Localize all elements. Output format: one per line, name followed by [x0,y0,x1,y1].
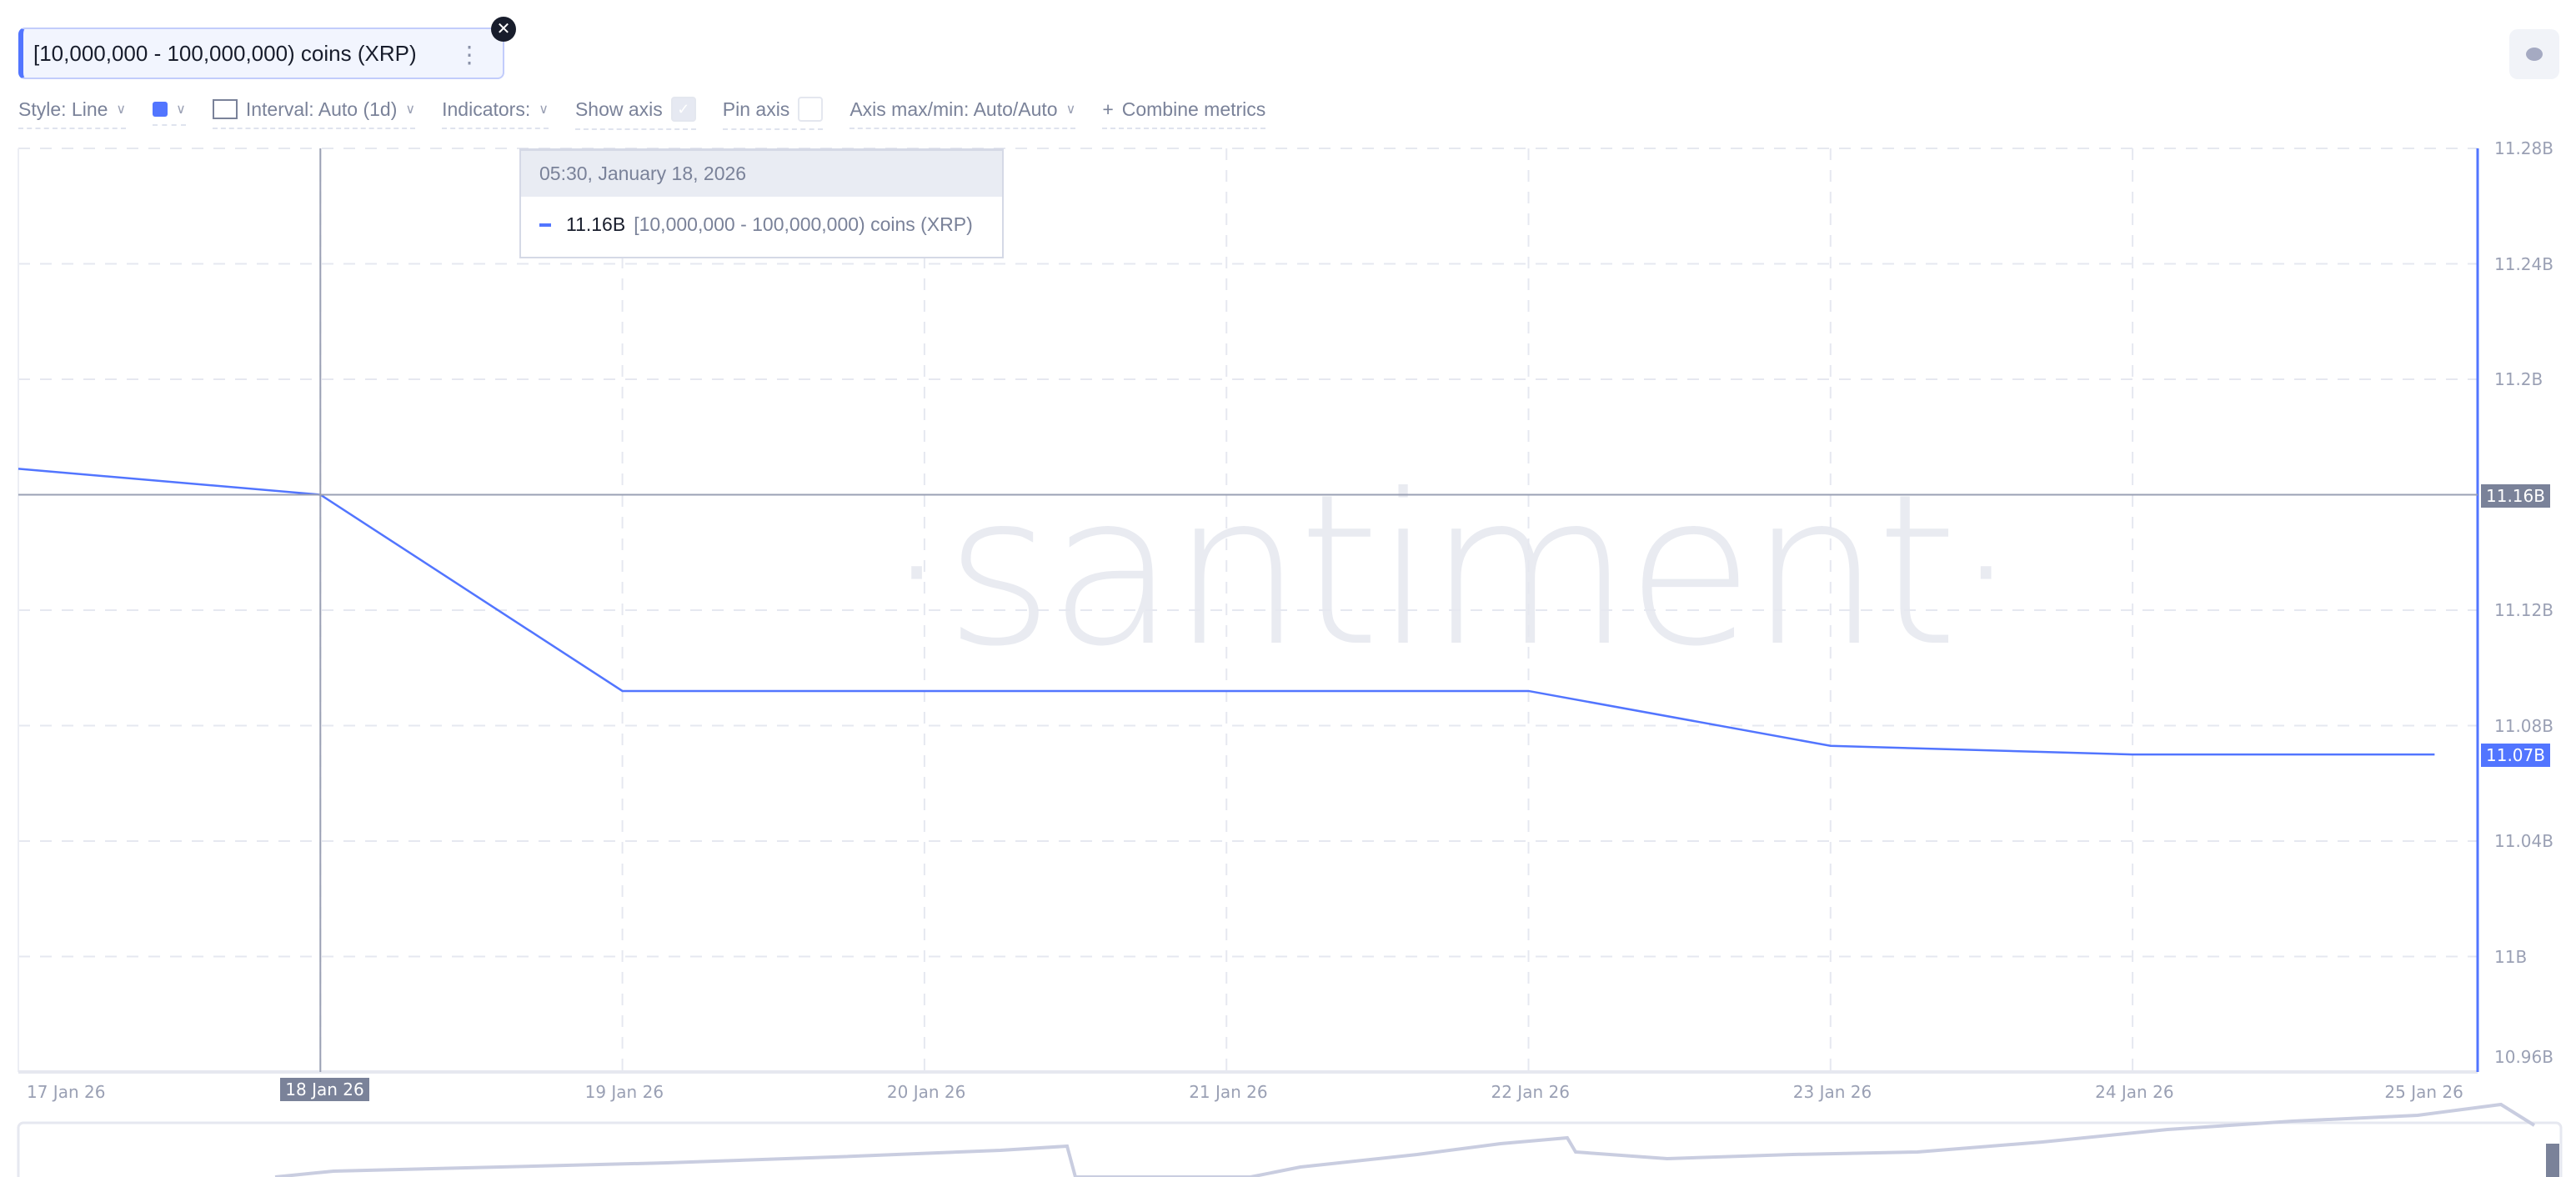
chevron-down-icon: ∨ [116,103,127,117]
x-tick-label: 24 Jan 26 [2095,1082,2174,1102]
chevron-down-icon: ∨ [405,103,416,117]
pin-axis-label: Pin axis [722,98,790,120]
metric-chip[interactable]: [10,000,000 - 100,000,000) coins (XRP) ⋮ [18,28,504,79]
chevron-down-icon: ∨ [1065,103,1076,117]
show-axis-label: Show axis [574,98,663,120]
y-tick-label: 11.28B [2494,138,2553,158]
y-tick-label: 11.08B [2494,715,2553,736]
x-tick-label: 19 Jan 26 [584,1082,664,1102]
color-swatch [153,102,168,117]
last-value-label: 11.07B [2481,744,2550,768]
x-tick-label: 20 Jan 26 [886,1082,966,1102]
show-axis-checkbox[interactable]: ✓ [670,97,696,122]
show-axis-toggle[interactable]: Show axis ✓ [574,97,696,130]
y-tick-label: 11.24B [2494,253,2553,274]
pin-axis-checkbox[interactable] [798,97,824,122]
navigator-sparkline [274,1102,2536,1177]
chevron-down-icon: ∨ [539,103,549,117]
y-tick-label: 11.12B [2494,600,2553,620]
interval-label: Interval: Auto (1d) [245,98,398,120]
toolbar: Style: Line ∨ ∨ Interval: Auto (1d) ∨ Indi… [18,97,1292,130]
crosshair-y-label: 11.16B [2481,483,2550,508]
x-tick-label: 22 Jan 26 [1491,1082,1570,1102]
series-line [18,468,2435,756]
navigator-handle[interactable] [2546,1144,2559,1177]
metric-label: [10,000,000 - 100,000,000) coins (XRP) [33,40,417,66]
combine-metrics-button[interactable]: + Combine metrics [1102,98,1266,129]
tooltip-value: 11.16B [566,213,626,235]
series-marker-icon [539,223,551,227]
dot-icon [2526,48,2543,61]
combine-label: Combine metrics [1121,98,1266,120]
indicators-dropdown[interactable]: Indicators: ∨ [442,98,549,129]
tooltip-series: [10,000,000 - 100,000,000) coins (XRP) [634,213,973,235]
x-tick-label: 17 Jan 26 [27,1082,106,1102]
axis-maxmin-label: Axis max/min: Auto/Auto [849,98,1058,120]
y-tick-label: 11.2B [2494,369,2543,389]
y-tick-label: 11B [2494,946,2528,967]
pin-axis-toggle[interactable]: Pin axis [722,97,824,130]
indicators-label: Indicators: [442,98,531,120]
interval-dropdown[interactable]: Interval: Auto (1d) ∨ [212,98,416,129]
axis-maxmin-dropdown[interactable]: Axis max/min: Auto/Auto ∨ [849,98,1076,129]
y-tick-label: 10.96B [2494,1047,2553,1067]
x-tick-label: 21 Jan 26 [1189,1082,1268,1102]
ruler-icon [212,99,238,119]
chevron-down-icon: ∨ [176,103,186,117]
crosshair-x-label: 18 Jan 26 [280,1078,369,1101]
x-tick-label: 23 Jan 26 [1792,1082,1872,1102]
plus-icon: + [1102,98,1114,120]
tooltip-date: 05:30, January 18, 2026 [521,151,1002,197]
settings-button[interactable] [2509,29,2559,79]
close-icon[interactable]: ✕ [491,17,516,42]
x-tick-label: 25 Jan 26 [2384,1082,2463,1102]
more-options-icon[interactable]: ⋮ [458,42,481,68]
y-tick-label: 11.04B [2494,831,2553,851]
color-picker[interactable]: ∨ [153,101,186,126]
tooltip: 05:30, January 18, 2026 11.16B [10,000,00… [519,148,1004,258]
style-label: Style: Line [18,98,108,120]
style-dropdown[interactable]: Style: Line ∨ [18,98,127,129]
